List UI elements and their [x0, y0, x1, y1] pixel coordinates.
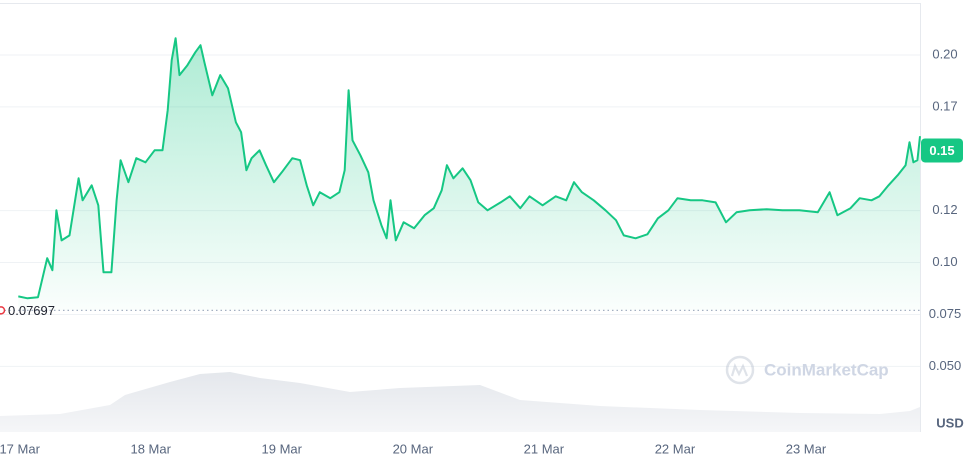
current-price-label: 0.15 [929, 143, 954, 158]
price-area [18, 38, 921, 311]
x-tick-label: 19 Mar [262, 441, 303, 456]
open-price-label: 0.07697 [8, 303, 55, 318]
x-tick-label: 22 Mar [655, 441, 696, 456]
y-tick-label: 0.050 [929, 358, 962, 373]
open-price-dot [0, 306, 6, 315]
y-tick-label: 0.20 [932, 46, 957, 61]
watermark-logo [725, 355, 755, 385]
x-tick-label: 18 Mar [130, 441, 171, 456]
y-tick-label: 0.10 [932, 254, 957, 269]
y-tick-label: 0.12 [932, 202, 957, 217]
currency-label: USD [936, 415, 963, 430]
price-line [18, 37, 921, 300]
x-tick-label: 17 Mar [0, 441, 41, 456]
data [18, 37, 921, 311]
watermark: CoinMarketCap [764, 360, 889, 379]
y-tick-label: 0.17 [932, 98, 957, 113]
current-price-badge [921, 138, 963, 163]
y-tick-label: 0.075 [929, 306, 962, 321]
x-tick-label: 21 Mar [524, 441, 565, 456]
x-tick-label: 20 Mar [393, 441, 434, 456]
volume-area [0, 372, 920, 432]
x-tick-label: 23 Mar [786, 441, 827, 456]
